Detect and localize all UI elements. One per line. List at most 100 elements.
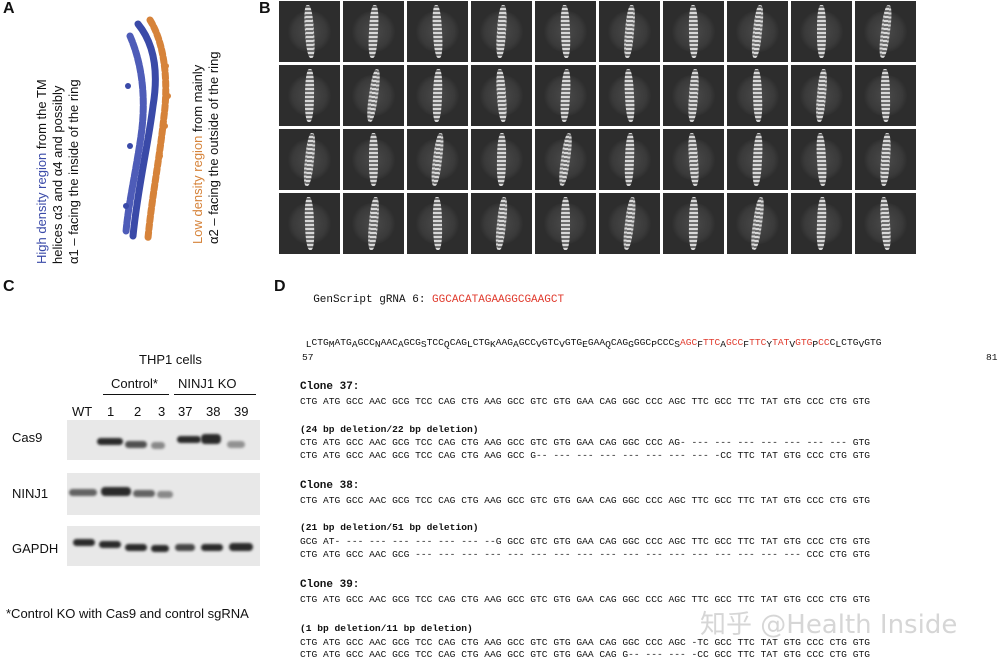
lane-label: 37 bbox=[178, 404, 193, 419]
class-average-tile bbox=[535, 1, 596, 62]
reference-target: AGC TTC GCC TTC TAT GTG CC bbox=[679, 337, 830, 348]
amino-acid-line: L M A N A S Q L K A V V E Q G P S F A F … bbox=[300, 339, 865, 350]
class-average-tile bbox=[407, 129, 468, 190]
clone-allele-1: GCG AT- --- --- --- --- --- --- --G GCC … bbox=[300, 536, 870, 547]
group-control-label: Control* bbox=[111, 376, 158, 391]
grna-line: GenScript gRNA 6: GGCACATAGAAGGCGAAGCT bbox=[300, 282, 564, 306]
reference-sequence: CTG ATG GCC AAC GCG TCC CAG CTG AAG GCC … bbox=[300, 326, 882, 348]
position-start: 57 bbox=[302, 352, 314, 363]
blot-title: THP1 cells bbox=[139, 352, 202, 367]
panel-label-a: A bbox=[3, 0, 15, 17]
class-average-tile bbox=[663, 65, 724, 126]
clone-allele-1: CTG ATG GCC AAC GCG TCC CAG CTG AAG GCC … bbox=[300, 637, 870, 648]
clone-allele-2: CTG ATG GCC AAC GCG TCC CAG CTG AAG GCC … bbox=[300, 450, 870, 461]
class-average-tile bbox=[727, 1, 788, 62]
high-density-line2: helices α3 and α4 and possibly bbox=[50, 85, 65, 264]
class-average-tile bbox=[407, 193, 468, 254]
high-density-caption: High density region from the TM helices … bbox=[34, 24, 82, 264]
low-density-line2: α2 – facing the outside of the ring bbox=[206, 51, 221, 244]
watermark: 知乎 @Health Inside bbox=[700, 610, 958, 640]
protein-structure-image bbox=[122, 16, 171, 242]
lane-label: WT bbox=[72, 404, 93, 419]
class-average-tile bbox=[279, 1, 340, 62]
group-control-underline bbox=[103, 394, 169, 395]
lane-label: 2 bbox=[134, 404, 142, 419]
low-density-caption: Low density region from mainly α2 – faci… bbox=[190, 4, 222, 244]
class-average-tile bbox=[343, 65, 404, 126]
row-label-ninj1: NINJ1 bbox=[12, 486, 49, 501]
clone-deletion: (1 bp deletion/11 bp deletion) bbox=[300, 623, 473, 634]
class-average-tile bbox=[343, 129, 404, 190]
clone-title: Clone 38: bbox=[300, 480, 360, 492]
class-average-tile bbox=[663, 129, 724, 190]
class-average-tile bbox=[407, 1, 468, 62]
class-average-tile bbox=[855, 65, 916, 126]
class-average-tile bbox=[471, 1, 532, 62]
panel-label-b: B bbox=[259, 0, 271, 17]
clone-deletion: (21 bp deletion/51 bp deletion) bbox=[300, 522, 479, 533]
low-density-label: Low density region bbox=[190, 135, 205, 244]
class-average-tile bbox=[855, 193, 916, 254]
clone-title: Clone 39: bbox=[300, 579, 360, 591]
class-average-tile bbox=[471, 193, 532, 254]
group-ko-label: NINJ1 KO bbox=[178, 376, 237, 391]
class-average-tile bbox=[407, 65, 468, 126]
class-average-tile bbox=[663, 193, 724, 254]
high-density-line3: α1 – facing the inside of the ring bbox=[66, 79, 81, 264]
blot-footnote: *Control KO with Cas9 and control sgRNA bbox=[6, 606, 249, 621]
clone-allele-1: CTG ATG GCC AAC GCG TCC CAG CTG AAG GCC … bbox=[300, 437, 870, 448]
reference-black: CTG ATG GCC AAC GCG TCC CAG CTG AAG GCC … bbox=[311, 337, 680, 348]
clone-reference: CTG ATG GCC AAC GCG TCC CAG CTG AAG GCC … bbox=[300, 594, 870, 605]
clone-reference: CTG ATG GCC AAC GCG TCC CAG CTG AAG GCC … bbox=[300, 495, 870, 506]
class-average-tile bbox=[663, 1, 724, 62]
class-average-tile bbox=[343, 193, 404, 254]
grna-label: GenScript gRNA 6: bbox=[313, 294, 433, 306]
group-ko-underline bbox=[174, 394, 256, 395]
class-average-tile bbox=[535, 193, 596, 254]
row-label-cas9: Cas9 bbox=[12, 430, 43, 445]
low-density-rest: from mainly bbox=[190, 64, 205, 136]
position-end: 81 bbox=[986, 352, 998, 363]
clone-title: Clone 37: bbox=[300, 381, 360, 393]
lane-label: 39 bbox=[234, 404, 249, 419]
class-average-tile bbox=[599, 1, 660, 62]
clone-allele-2: CTG ATG GCC AAC GCG --- --- --- --- --- … bbox=[300, 549, 870, 560]
high-density-label: High density region bbox=[34, 152, 49, 264]
class-average-tile bbox=[791, 65, 852, 126]
class-average-tile bbox=[599, 65, 660, 126]
blot-gapdh bbox=[67, 526, 260, 566]
class-average-tile bbox=[279, 65, 340, 126]
panel-label-d: D bbox=[274, 278, 286, 295]
class-average-tile bbox=[279, 129, 340, 190]
class-average-tile bbox=[727, 65, 788, 126]
clone-deletion: (24 bp deletion/22 bp deletion) bbox=[300, 424, 479, 435]
reference-tail: C CTG GTG bbox=[829, 337, 882, 348]
blot-ninj1 bbox=[67, 473, 260, 515]
class-average-tile bbox=[855, 1, 916, 62]
class-average-tile bbox=[471, 129, 532, 190]
class-average-tile bbox=[727, 129, 788, 190]
clone-reference: CTG ATG GCC AAC GCG TCC CAG CTG AAG GCC … bbox=[300, 396, 870, 407]
class-average-tile bbox=[599, 129, 660, 190]
row-label-gapdh: GAPDH bbox=[12, 541, 59, 556]
class-average-tile bbox=[343, 1, 404, 62]
class-average-tile bbox=[535, 65, 596, 126]
class-average-tile bbox=[855, 129, 916, 190]
blot-cas9 bbox=[67, 420, 260, 460]
lane-label: 38 bbox=[206, 404, 221, 419]
class-average-tile bbox=[535, 129, 596, 190]
class-average-tile bbox=[791, 193, 852, 254]
high-density-rest: from the TM bbox=[34, 79, 49, 153]
class-average-tile bbox=[791, 129, 852, 190]
class-average-tile bbox=[599, 193, 660, 254]
class-averages-grid bbox=[279, 1, 919, 255]
class-average-tile bbox=[471, 65, 532, 126]
class-average-tile bbox=[727, 193, 788, 254]
clone-allele-2: CTG ATG GCC AAC GCG TCC CAG CTG AAG GCC … bbox=[300, 649, 870, 660]
lane-label: 3 bbox=[158, 404, 166, 419]
lane-label: 1 bbox=[107, 404, 115, 419]
class-average-tile bbox=[791, 1, 852, 62]
class-average-tile bbox=[279, 193, 340, 254]
panel-label-c: C bbox=[3, 278, 15, 295]
grna-sequence: GGCACATAGAAGGCGAAGCT bbox=[432, 294, 565, 306]
